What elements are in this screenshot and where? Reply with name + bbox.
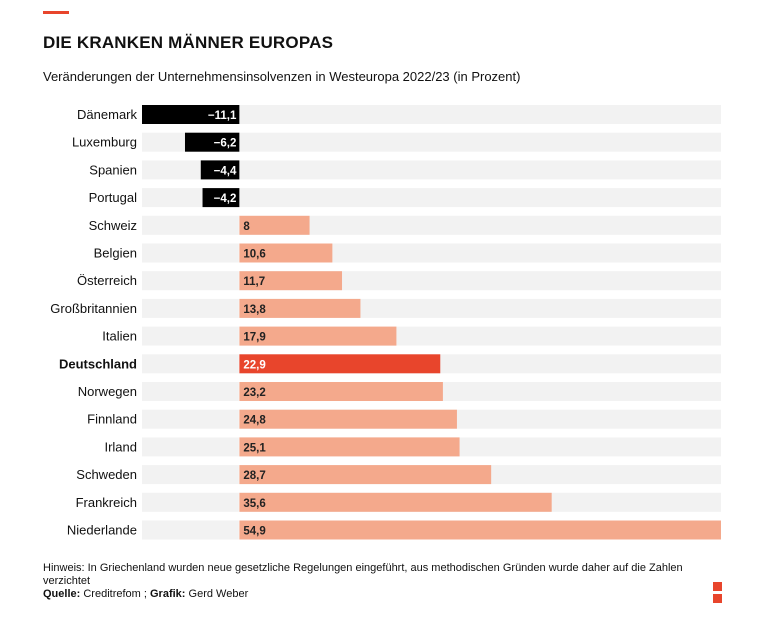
- bar: [239, 382, 443, 401]
- bar-track: [142, 132, 721, 152]
- category-label: Belgien: [94, 246, 137, 261]
- bar: [239, 520, 722, 540]
- category-label: Finnland: [87, 412, 137, 427]
- bar-track: [142, 243, 721, 263]
- bar-track: [142, 298, 721, 318]
- value-label: 54,9: [243, 526, 265, 538]
- value-label: −11,1: [208, 110, 237, 122]
- brand-logo: [713, 582, 722, 603]
- value-label: 24,8: [243, 415, 266, 427]
- category-label: Norwegen: [78, 384, 137, 399]
- bar: [239, 465, 492, 485]
- category-label: Großbritannien: [50, 301, 137, 316]
- value-label: 22,9: [243, 359, 265, 371]
- bar-track: [142, 188, 721, 208]
- value-label: 25,1: [243, 442, 266, 454]
- bar: [239, 215, 310, 235]
- category-label: Deutschland: [59, 356, 137, 371]
- source-value: Creditrefom ;: [83, 588, 147, 600]
- value-label: 28,7: [243, 470, 265, 482]
- value-label: −6,2: [214, 138, 237, 150]
- bar-track: [142, 160, 721, 180]
- category-label: Österreich: [77, 273, 137, 288]
- bar: [239, 271, 343, 291]
- bar-track: [142, 215, 721, 235]
- bar: [239, 492, 552, 512]
- category-label: Dänemark: [77, 107, 137, 122]
- bar: [239, 409, 457, 429]
- category-label: Italien: [102, 329, 137, 344]
- value-label: −4,2: [214, 193, 237, 205]
- category-label: Niederlande: [67, 523, 137, 538]
- value-label: −4,4: [214, 165, 237, 177]
- footer: Hinweis: In Griechenland wurden neue ges…: [43, 562, 723, 601]
- footer-credits: Quelle: Creditrefom ; Grafik: Gerd Weber: [43, 588, 723, 601]
- chart-title: DIE KRANKEN MÄNNER EUROPAS: [43, 33, 334, 52]
- footer-note: Hinweis: In Griechenland wurden neue ges…: [43, 562, 683, 587]
- value-label: 10,6: [243, 249, 265, 261]
- bar-track: [142, 105, 721, 124]
- chart-subtitle: Veränderungen der Unternehmensinsolvenze…: [43, 69, 521, 84]
- bar: [142, 105, 240, 124]
- bar-track: [142, 326, 721, 346]
- value-label: 35,6: [243, 498, 265, 510]
- value-label: 13,8: [243, 304, 266, 316]
- source-label: Quelle:: [43, 588, 81, 600]
- graphic-value: Gerd Weber: [188, 588, 249, 600]
- value-label: 11,7: [243, 276, 265, 288]
- bar: [239, 354, 441, 374]
- value-label: 23,2: [243, 387, 265, 399]
- category-label: Schweiz: [89, 218, 137, 233]
- bar: [239, 243, 333, 263]
- bar-chart: Dänemark −11,1 Luxemburg −6,2 Spanien −4,4 Por…: [50, 105, 722, 540]
- accent-line: [43, 11, 69, 14]
- bar: [200, 160, 240, 180]
- value-label: 17,9: [243, 332, 265, 344]
- bar: [239, 298, 361, 318]
- category-label: Frankreich: [76, 495, 137, 510]
- category-label: Schweden: [76, 467, 137, 482]
- category-label: Portugal: [89, 190, 138, 205]
- graphic-label: Grafik:: [150, 588, 186, 600]
- bar: [184, 132, 240, 152]
- bar-track: [142, 271, 721, 291]
- value-label: 8: [243, 221, 250, 233]
- bar: [202, 188, 240, 208]
- category-label: Luxemburg: [72, 135, 137, 150]
- category-label: Spanien: [89, 162, 137, 177]
- bar: [239, 326, 397, 346]
- category-label: Irland: [104, 439, 137, 454]
- bar: [239, 437, 460, 457]
